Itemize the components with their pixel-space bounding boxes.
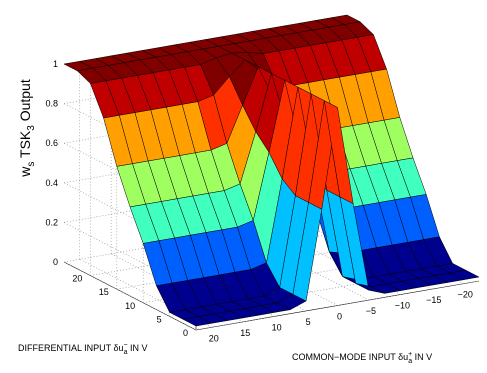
x-tick-label: −20 (458, 290, 473, 300)
x-tick-label: −15 (426, 295, 441, 305)
z-tick-label: 0.2 (45, 217, 58, 227)
y-tick-label: 15 (99, 287, 109, 297)
x-tick-label: −10 (395, 301, 410, 311)
y-tick-label: 0 (183, 328, 188, 338)
z-tick-label: 0.6 (45, 138, 58, 148)
surface-patch (449, 269, 480, 281)
z-tick-label: 0.8 (45, 99, 58, 109)
x-tick-label: 20 (209, 333, 219, 343)
z-tick-label: 0 (53, 257, 58, 267)
y-tick-label: 10 (125, 301, 135, 311)
y-tick-label: 20 (72, 274, 82, 284)
z-axis-label: ws TSK3 Output (17, 79, 37, 178)
x-tick-label: 10 (272, 322, 282, 332)
tick-labels: 00.20.40.60.810510152020151050−5−10−15−2… (45, 59, 472, 343)
z-tick-label: 0.4 (45, 178, 58, 188)
x-tick-label: 0 (337, 312, 342, 322)
z-tick-label: 1 (53, 59, 58, 69)
y-axis-label: DIFFERENTIAL INPUT δu− a IN V (18, 342, 148, 356)
surface (63, 14, 480, 327)
x-tick-label: 15 (240, 328, 250, 338)
x-axis-label: COMMON−MODE INPUT δu+ a IN V (292, 351, 432, 365)
grid-line (63, 261, 197, 331)
x-tick-label: 5 (306, 317, 311, 327)
y-tick-label: 5 (157, 314, 162, 324)
x-tick-label: −5 (366, 306, 376, 316)
